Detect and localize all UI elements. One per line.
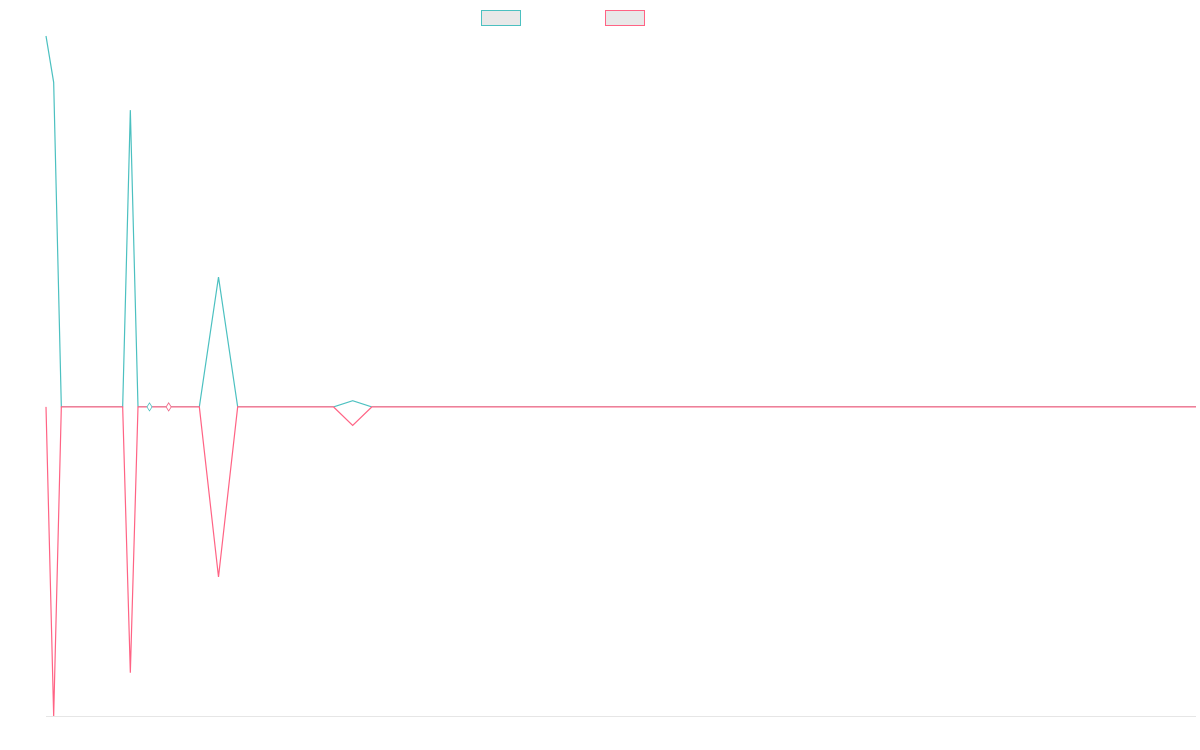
marker-1 [146,402,153,412]
marker-3 [165,402,172,412]
legend-swatch-1[interactable] [481,10,521,26]
chart-legend[interactable] [481,10,645,26]
series-line-2 [45,406,1196,717]
chart-series-layer [45,35,1196,717]
legend-swatch-2[interactable] [605,10,645,26]
series-line-1 [45,35,1196,408]
chart-marker-layer [146,402,172,412]
